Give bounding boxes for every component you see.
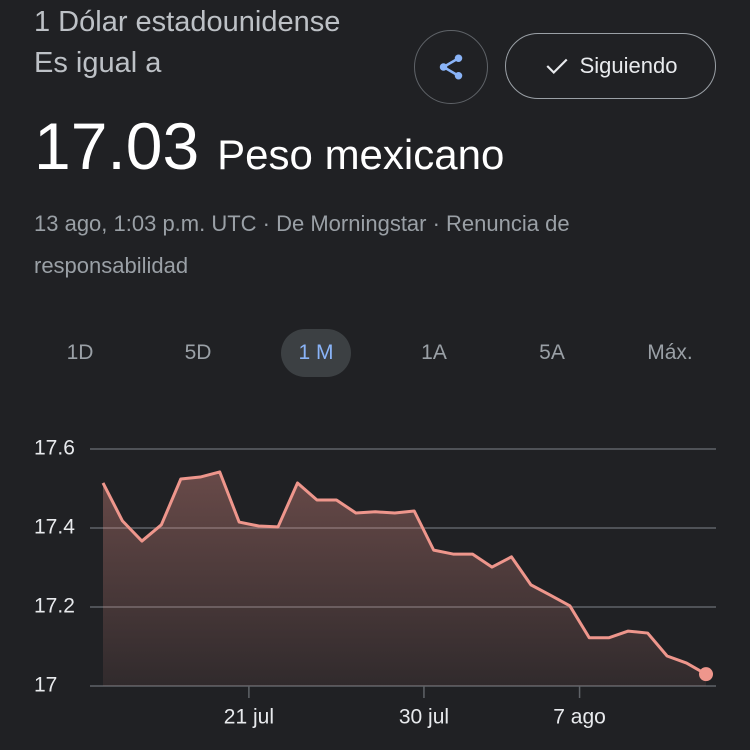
source: 13 ago, 1:03 p.m. UTC · De Morningstar ·… — [34, 211, 570, 278]
follow-label: Siguiendo — [579, 53, 678, 78]
area — [103, 471, 706, 686]
check-icon — [546, 58, 568, 75]
range-option[interactable]: 1D — [66, 341, 94, 364]
x-tick-label: 30 jul — [399, 706, 449, 729]
range-selector: 1D 5D 1 M 1A 5A Máx. — [0, 329, 750, 377]
rate-value: 17.03 — [34, 109, 200, 183]
current-point — [699, 667, 713, 682]
share-icon — [439, 54, 463, 80]
range-option[interactable]: 5D — [184, 341, 212, 364]
y-tick-label: 17.2 — [34, 595, 75, 618]
share-button[interactable] — [414, 30, 488, 104]
title: 1 Dólar estadounidense Es igual a — [34, 6, 341, 79]
line — [101, 470, 707, 676]
rate: 17.03 Peso mexicano — [34, 108, 504, 184]
y-tick-label: 17.6 — [34, 437, 75, 460]
x-tick-label: 21 jul — [224, 706, 274, 729]
range-option[interactable]: 5A — [539, 341, 565, 364]
y-tick-label: 17.4 — [34, 516, 75, 539]
follow-button[interactable]: Siguiendo — [505, 33, 716, 99]
range-option[interactable]: 1 M — [281, 329, 351, 377]
range-option[interactable]: 1A — [421, 341, 447, 364]
x-tick-label: 7 ago — [553, 706, 606, 729]
currency: Peso mexicano — [217, 131, 505, 178]
y-tick-label: 17 — [34, 674, 57, 697]
range-option[interactable]: Máx. — [647, 341, 693, 364]
